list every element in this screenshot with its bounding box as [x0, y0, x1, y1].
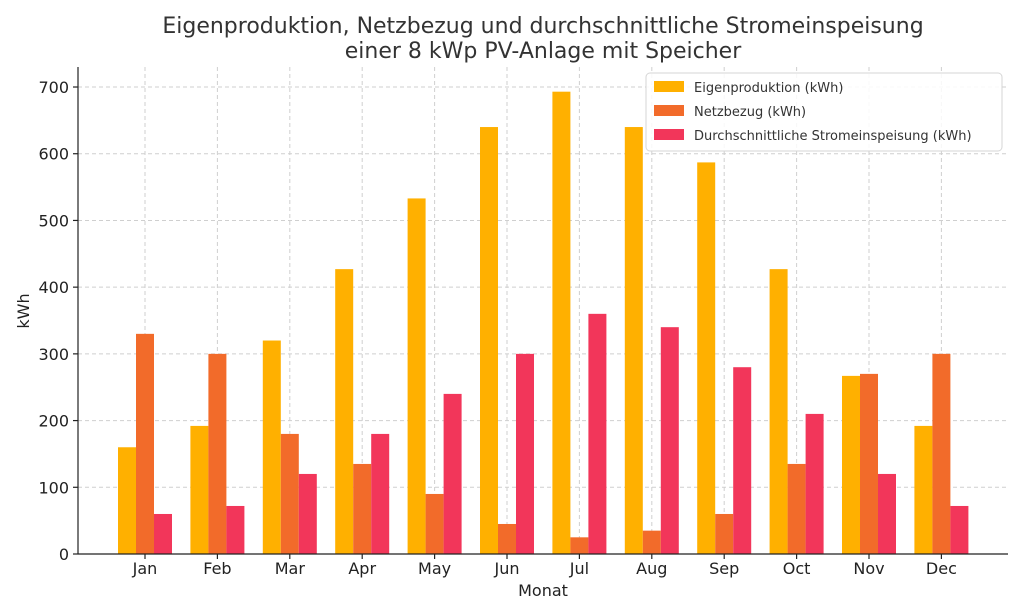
bars-layer — [118, 91, 969, 555]
x-tick-label: Oct — [783, 559, 811, 578]
bar-series-3-may — [443, 393, 462, 554]
x-axis-label: Monat — [518, 581, 568, 600]
bar-series-1-apr — [335, 269, 354, 554]
y-tick-label: 0 — [59, 545, 69, 564]
bar-series-3-nov — [878, 473, 896, 554]
bar-series-2-jan — [136, 333, 154, 554]
y-axis-label: kWh — [14, 293, 33, 328]
bar-series-3-oct — [805, 413, 824, 554]
bar-series-1-may — [407, 198, 426, 555]
x-tick-label: Sep — [709, 559, 739, 578]
axes-layer: 0 100 200 300 400 500 600 700 Jan Feb Mar Apr May Jun… — [38, 67, 1008, 578]
x-tick-label: Jun — [494, 559, 520, 578]
legend-swatch-2 — [654, 105, 684, 116]
bar-series-3-feb — [226, 505, 245, 554]
bar-series-3-mar — [298, 473, 317, 554]
bar-series-1-jul — [552, 91, 571, 554]
x-tick-label: Jan — [132, 559, 158, 578]
y-tick-label: 400 — [38, 278, 69, 297]
bar-series-2-jul — [570, 537, 589, 554]
y-tick-label: 600 — [38, 145, 69, 164]
x-tick-label: Nov — [853, 559, 884, 578]
bar-series-3-jan — [154, 513, 172, 554]
bar-series-3-sep — [733, 367, 752, 554]
bar-series-3-jun — [516, 353, 534, 554]
bar-series-1-jan — [118, 447, 136, 554]
bar-series-1-jun — [480, 127, 498, 554]
bar-series-2-mar — [280, 433, 299, 554]
x-tick-label: Mar — [275, 559, 306, 578]
x-tick-label: Apr — [348, 559, 376, 578]
legend-swatch-1 — [654, 81, 684, 92]
y-tick-label: 100 — [38, 478, 69, 497]
bar-series-1-aug — [624, 127, 643, 554]
bar-series-2-oct — [787, 463, 806, 554]
legend-label-1: Eigenproduktion (kWh) — [694, 81, 843, 96]
legend-swatch-3 — [654, 129, 684, 140]
bar-series-3-dec — [950, 505, 969, 554]
bar-series-3-aug — [660, 327, 679, 554]
bar-series-3-apr — [371, 433, 390, 554]
bar-series-2-may — [425, 493, 444, 554]
bar-series-2-feb — [208, 353, 227, 554]
bar-series-2-nov — [860, 373, 878, 554]
x-tick-label: Aug — [636, 559, 667, 578]
chart-title-line-1: Eigenproduktion, Netzbezug und durchschn… — [162, 14, 923, 39]
x-tick-label: Jul — [569, 559, 589, 578]
y-tick-label: 700 — [38, 78, 69, 97]
legend: Eigenproduktion (kWh) Netzbezug (kWh) Durc… — [645, 72, 1003, 152]
bar-series-1-sep — [697, 162, 716, 555]
bar-series-3-jul — [588, 313, 607, 554]
y-tick-label: 500 — [38, 211, 69, 230]
bar-series-1-oct — [769, 269, 788, 554]
bar-series-2-jun — [498, 523, 516, 554]
x-tick-label: Feb — [203, 559, 231, 578]
x-tick-label: May — [418, 559, 451, 578]
legend-label-2: Netzbezug (kWh) — [694, 105, 806, 120]
bar-series-2-sep — [715, 513, 734, 554]
bar-series-1-mar — [262, 340, 281, 554]
bar-series-1-feb — [190, 425, 209, 554]
y-tick-label: 300 — [38, 345, 69, 364]
x-tick-label: Dec — [926, 559, 957, 578]
bar-series-1-nov — [842, 375, 860, 554]
chart-title-line-2: einer 8 kWp PV-Anlage mit Speicher — [345, 39, 742, 64]
y-tick-label: 200 — [38, 412, 69, 431]
legend-label-3: Durchschnittliche Stromeinspeisung (kWh) — [694, 129, 972, 144]
grid-layer — [78, 67, 1008, 555]
bar-series-2-apr — [353, 463, 372, 554]
bar-series-2-dec — [932, 353, 951, 554]
legend-frame — [645, 72, 1003, 152]
bar-series-1-dec — [914, 425, 933, 554]
bar-series-2-aug — [642, 530, 661, 554]
